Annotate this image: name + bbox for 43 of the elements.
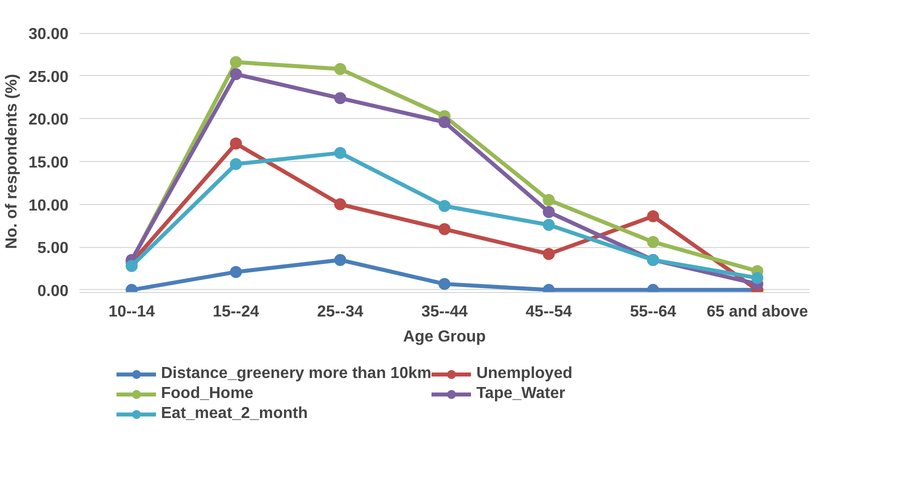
point bbox=[230, 158, 242, 170]
point bbox=[542, 218, 555, 231]
point bbox=[334, 254, 346, 266]
point bbox=[438, 116, 450, 128]
legend-label: Unemployed bbox=[476, 365, 572, 383]
y-tick-label: 30.00 bbox=[28, 26, 69, 44]
point bbox=[230, 138, 242, 150]
point bbox=[542, 194, 555, 206]
y-tick-label: 10.00 bbox=[28, 197, 69, 214]
y-tick-label: 25.00 bbox=[28, 68, 69, 86]
point bbox=[751, 272, 764, 284]
point bbox=[438, 200, 450, 212]
point bbox=[542, 206, 555, 218]
y-tick-label: 5.00 bbox=[37, 240, 69, 258]
point bbox=[230, 266, 242, 278]
point bbox=[230, 56, 242, 68]
x-tick-label: 10--14 bbox=[108, 304, 155, 320]
point bbox=[230, 68, 242, 80]
legend-label: Food_Home bbox=[161, 385, 254, 403]
legend-label: Distance_greenery more than 10km bbox=[161, 365, 432, 383]
x-tick-label: 55--64 bbox=[630, 304, 676, 320]
point bbox=[438, 278, 450, 290]
y-tick-label: 20.00 bbox=[28, 112, 69, 129]
legend-label: Eat_meat_2_month bbox=[161, 405, 308, 423]
point bbox=[126, 260, 138, 272]
point bbox=[334, 198, 346, 210]
point bbox=[334, 146, 346, 159]
x-tick-label: 15--24 bbox=[212, 304, 260, 320]
point bbox=[542, 248, 555, 260]
x-tick-label: 25--34 bbox=[317, 304, 364, 320]
point bbox=[438, 223, 450, 236]
x-tick-label: 65 and above bbox=[706, 304, 808, 320]
point bbox=[334, 92, 346, 104]
x-tick-label: 35--44 bbox=[421, 304, 468, 320]
y-tick-label: 0.00 bbox=[37, 282, 69, 300]
x-tick-label: 45--54 bbox=[526, 304, 572, 320]
legend-label: Tape_Water bbox=[476, 385, 566, 403]
point bbox=[647, 210, 660, 222]
point bbox=[647, 236, 660, 248]
y-axis-title: No. of respondents (%) bbox=[3, 74, 20, 250]
y-tick-label: 15.00 bbox=[28, 154, 69, 172]
x-axis-title: Age Group bbox=[403, 328, 486, 346]
point bbox=[334, 63, 346, 76]
